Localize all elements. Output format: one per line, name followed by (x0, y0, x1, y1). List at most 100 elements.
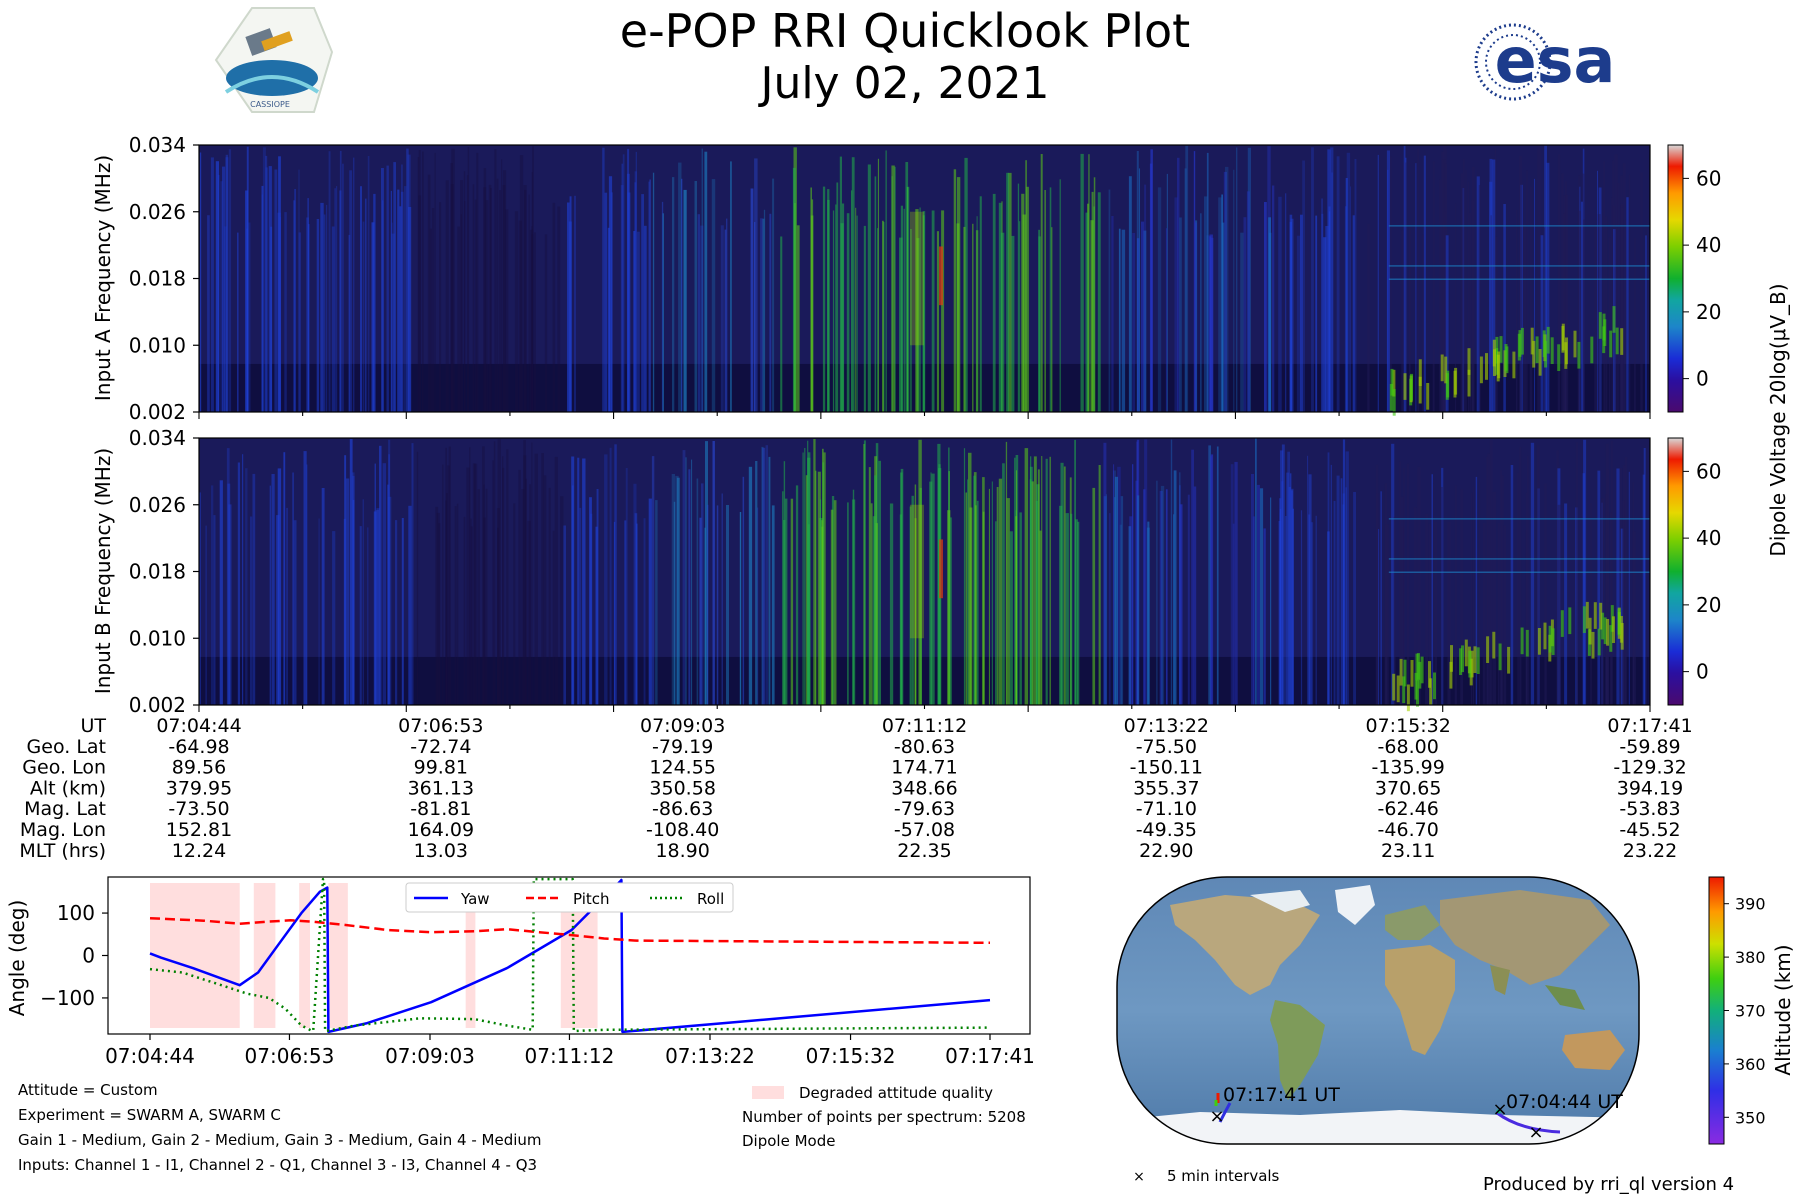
ephemeris-cell: -73.50 (168, 798, 229, 820)
ephemeris-cell: 89.56 (172, 757, 226, 779)
ephemeris-cell: 23.11 (1381, 840, 1435, 862)
legend-roll-label: Roll (697, 890, 724, 908)
track-marker: × (1528, 1122, 1543, 1143)
attitude-xtick-label: 07:15:32 (806, 1044, 896, 1068)
altitude-colorbar-tick-label: 360 (1735, 1055, 1766, 1074)
spectrum-colorbar-a-tick-label: 0 (1696, 367, 1709, 391)
ephemeris-cell: -49.35 (1136, 819, 1197, 841)
ephemeris-cell: -81.81 (410, 798, 471, 820)
spectrogram-b-ytick-label: 0.034 (129, 426, 186, 450)
degraded-legend-label: Degraded attitude quality (799, 1084, 993, 1102)
attitude-ytick-label: 0 (82, 944, 95, 968)
altitude-colorbar-tick-label: 380 (1735, 948, 1766, 967)
legend-pitch-label: Pitch (573, 890, 610, 908)
attitude-legend: Yaw Pitch Roll (405, 882, 734, 913)
spectrogram-a-ylabel: Input A Frequency (MHz) (91, 155, 115, 401)
ephemeris-cell: 07:04:44 (156, 715, 241, 737)
ephemeris-cell: -45.52 (1619, 819, 1680, 841)
ephemeris-cell: 355.37 (1133, 777, 1199, 799)
footer-experiment: Experiment = SWARM A, SWARM C (18, 1106, 281, 1124)
ephemeris-table: UT 07:04:44 07:06:53 07:09:03 07:11:12 07:13:… (19, 715, 1692, 862)
interval-legend-label: 5 min intervals (1167, 1167, 1280, 1185)
spectrum-colorbar-b-tick-label: 40 (1696, 526, 1721, 550)
ephemeris-cell: -59.89 (1619, 736, 1680, 758)
degraded-legend-swatch (752, 1086, 784, 1099)
altitude-colorbar: 350 360 370 380 390 Altitude (km) (1708, 876, 1795, 1145)
series-pitch-line (149, 916, 991, 945)
spectrogram-b-ytick-label: 0.026 (129, 493, 186, 517)
legend-yaw-label: Yaw (460, 890, 490, 908)
spectrogram-a-plot: 0.002 0.010 0.018 0.026 0.034 Input A Freque… (91, 133, 1651, 424)
attitude-ytick-label: 100 (57, 901, 95, 925)
spectrogram-a-ytick-label: 0.034 (129, 133, 186, 157)
ephemeris-cell: 07:11:12 (882, 715, 967, 737)
ephemeris-cell: 12.24 (172, 840, 226, 862)
ephemeris-row-label: MLT (hrs) (19, 840, 106, 862)
spectrogram-a-ytick-label: 0.018 (129, 267, 186, 291)
ephemeris-cell: -75.50 (1136, 736, 1197, 758)
attitude-xtick-label: 07:11:12 (525, 1044, 615, 1068)
ephemeris-cell: 152.81 (166, 819, 232, 841)
ephemeris-cell: -72.74 (410, 736, 471, 758)
footer-inputs: Inputs: Channel 1 - I1, Channel 2 - Q1, … (18, 1156, 537, 1174)
spectrum-colorbar-a: 0 20 40 60 (1667, 144, 1721, 413)
ephemeris-cell: 23.22 (1623, 840, 1677, 862)
ephemeris-cell: -79.63 (894, 798, 955, 820)
ephemeris-row-label: Alt (km) (30, 777, 106, 799)
ephemeris-cell: 370.65 (1375, 777, 1441, 799)
spectrum-colorbar-b: 0 20 40 60 (1667, 437, 1721, 706)
altitude-colorbar-tick-label: 370 (1735, 1002, 1766, 1021)
spectrogram-a-ytick-label: 0.002 (129, 400, 186, 424)
ephemeris-cell: -71.10 (1136, 798, 1197, 820)
attitude-ytick-label: −100 (40, 986, 95, 1010)
ephemeris-cell: 350.58 (649, 777, 715, 799)
ephemeris-cell: -86.63 (652, 798, 713, 820)
spectrogram-b-ylabel: Input B Frequency (MHz) (91, 448, 115, 694)
continents (1117, 885, 1639, 1144)
track-end-label: 07:17:41 UT (1223, 1084, 1340, 1106)
ephemeris-cell: 22.90 (1139, 840, 1193, 862)
spectrum-colorbar-b-tick-label: 0 (1696, 660, 1709, 684)
track-marker: × (1209, 1106, 1224, 1127)
ephemeris-cell: 379.95 (166, 777, 232, 799)
ephemeris-cell: -79.19 (652, 736, 713, 758)
ephemeris-cell: 07:17:41 (1607, 715, 1692, 737)
ephemeris-cell: -135.99 (1371, 757, 1444, 779)
interval-marker-icon: × (1133, 1169, 1145, 1185)
spectrogram-b-ytick-label: 0.018 (129, 560, 186, 584)
ephemeris-cell: 99.81 (414, 757, 468, 779)
esa-logo: esa (1474, 23, 1615, 101)
attitude-plot: 100 0 −100 07:04:44 07:06:53 07:09:03 07:11:1… (5, 876, 1035, 1068)
track-marker: × (1492, 1099, 1507, 1120)
attitude-xtick-label: 07:13:22 (665, 1044, 755, 1068)
ephemeris-cell: -62.46 (1378, 798, 1439, 820)
attitude-ylabel: Angle (deg) (5, 900, 29, 1017)
footer-points: Number of points per spectrum: 5208 (742, 1108, 1026, 1126)
ephemeris-row-label: Geo. Lat (27, 736, 106, 758)
ephemeris-cell: -150.11 (1130, 757, 1203, 779)
spectrum-colorbar-a-tick-label: 60 (1696, 166, 1721, 190)
footer-attitude: Attitude = Custom (18, 1081, 158, 1099)
ephemeris-cell: -57.08 (894, 819, 955, 841)
attitude-xtick-label: 07:09:03 (385, 1044, 475, 1068)
series-roll-line (149, 877, 991, 1033)
spectrum-colorbar-b-tick-label: 60 (1696, 459, 1721, 483)
degraded-interval (150, 883, 240, 1028)
ephemeris-cell: 18.90 (655, 840, 709, 862)
ephemeris-cell: -64.98 (168, 736, 229, 758)
cassiope-logo: CASSIOPE (214, 7, 334, 113)
ephemeris-row-label: Geo. Lon (22, 757, 106, 779)
page-date: July 02, 2021 (757, 58, 1049, 109)
attitude-xtick-label: 07:04:44 (105, 1044, 195, 1068)
page-title: e-POP RRI Quicklook Plot (620, 4, 1190, 58)
series-yaw-line (149, 878, 991, 1034)
ephemeris-cell: 07:13:22 (1124, 715, 1209, 737)
ephemeris-row-label: Mag. Lat (24, 798, 106, 820)
spectrum-colorbar-label: Dipole Voltage 20log(μV_B) (1766, 283, 1790, 556)
ephemeris-cell: -68.00 (1378, 736, 1439, 758)
degraded-interval (253, 883, 276, 1028)
ground-track-map: × × × 07:17:41 UT 07:04:44 UT × 5 min in… (1116, 876, 1640, 1185)
ephemeris-cell: 164.09 (408, 819, 474, 841)
degraded-interval (328, 883, 348, 1028)
